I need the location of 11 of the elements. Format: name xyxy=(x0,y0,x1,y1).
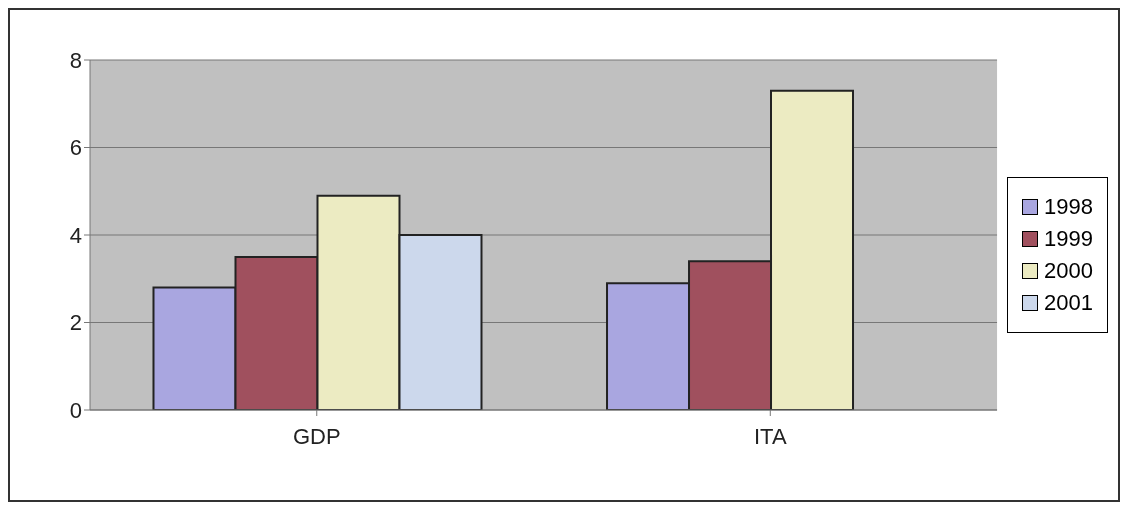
y-tick-label: 8 xyxy=(69,47,82,73)
x-tick-label: GDP xyxy=(292,423,341,449)
legend-label: 1998 xyxy=(1043,194,1093,220)
legend-label: 2001 xyxy=(1043,290,1093,316)
legend-label: 2000 xyxy=(1043,258,1093,284)
x-tick-label: ITA xyxy=(753,423,787,449)
y-tick-label: 4 xyxy=(69,222,82,248)
y-tick-label: 0 xyxy=(69,397,82,423)
y-tick-label: 6 xyxy=(69,135,82,161)
legend-label: 1999 xyxy=(1043,226,1093,252)
y-tick-label: 2 xyxy=(69,310,82,336)
